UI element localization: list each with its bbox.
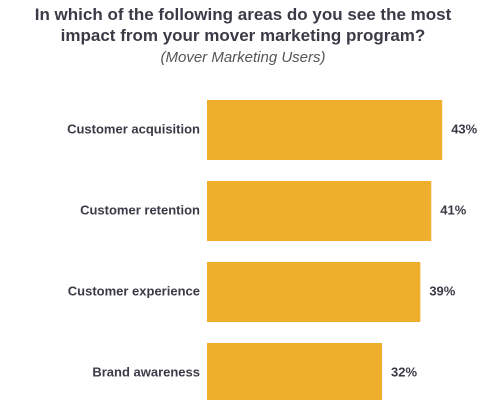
category-label: Customer experience (68, 283, 200, 298)
category-label: Customer retention (80, 202, 200, 217)
bar (207, 181, 432, 241)
category-label: Brand awareness (92, 364, 200, 379)
value-label: 43% (451, 121, 477, 136)
bar (207, 343, 383, 400)
chart-subtitle: (Mover Marketing Users) (160, 49, 326, 66)
value-label: 39% (429, 283, 455, 298)
value-label: 32% (391, 364, 417, 379)
chart-title: In which of the following areas do you s… (34, 5, 452, 45)
bar (207, 262, 421, 322)
category-label: Customer acquisition (67, 121, 200, 136)
bar (207, 100, 443, 160)
value-label: 41% (440, 202, 466, 217)
